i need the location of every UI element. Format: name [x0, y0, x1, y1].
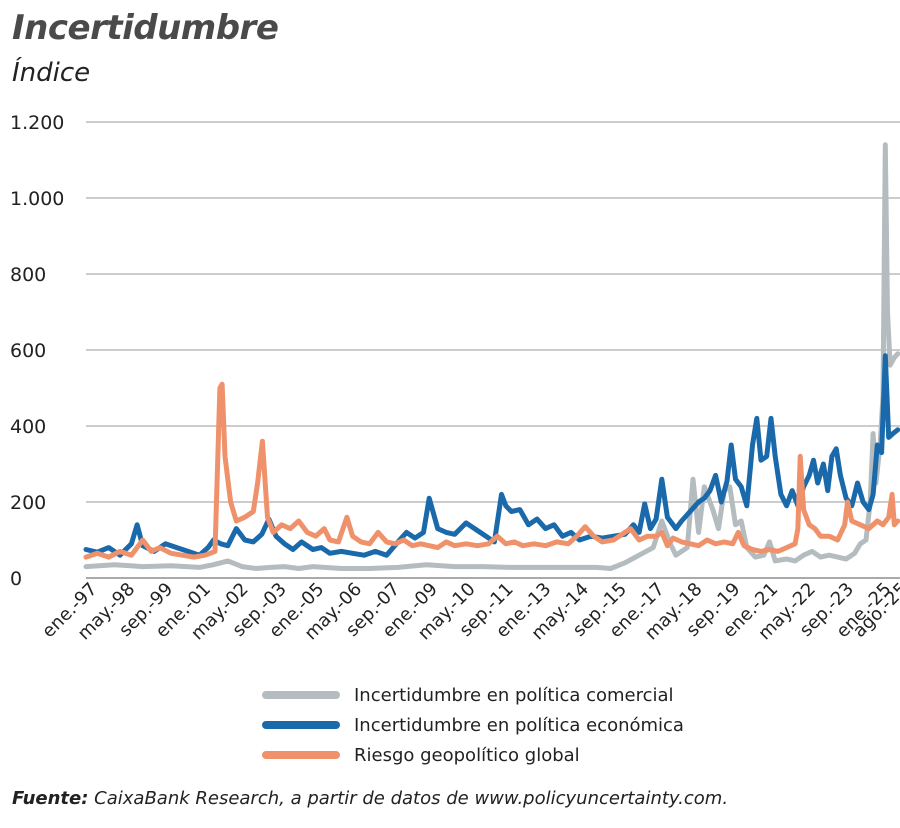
legend-item-geopolitico: Riesgo geopolítico global — [262, 740, 684, 770]
y-tick-label: 0 — [10, 568, 22, 590]
source-text: CaixaBank Research, a partir de datos de… — [94, 788, 729, 809]
legend-item-comercial: Incertidumbre en política comercial — [262, 680, 684, 710]
source-label: Fuente: — [12, 788, 89, 809]
legend-swatch-comercial — [262, 691, 340, 699]
y-tick-label: 200 — [10, 492, 46, 514]
series-line-1 — [83, 353, 900, 558]
y-tick-label: 400 — [10, 416, 46, 438]
chart-subtitle: Índice — [12, 58, 91, 88]
legend-swatch-economica — [262, 721, 340, 729]
y-tick-label: 1.000 — [10, 188, 64, 210]
legend-item-economica: Incertidumbre en política económica — [262, 710, 684, 740]
legend-label-geopolitico: Riesgo geopolítico global — [354, 744, 580, 766]
y-tick-label: 1.200 — [10, 112, 64, 134]
y-tick-label: 600 — [10, 340, 46, 362]
legend-label-economica: Incertidumbre en política económica — [354, 714, 684, 736]
legend: Incertidumbre en política comercial Ince… — [262, 680, 684, 770]
source-note: Fuente: CaixaBank Research, a partir de … — [12, 788, 728, 809]
y-tick-label: 800 — [10, 264, 46, 286]
series-line-0 — [83, 142, 900, 571]
legend-swatch-geopolitico — [262, 751, 340, 759]
line-chart: 02004006008001.0001.200ene.-97may.-98sep… — [10, 112, 900, 644]
chart-title: Incertidumbre — [12, 8, 279, 48]
series-line-2 — [83, 381, 900, 560]
legend-label-comercial: Incertidumbre en política comercial — [354, 684, 674, 706]
